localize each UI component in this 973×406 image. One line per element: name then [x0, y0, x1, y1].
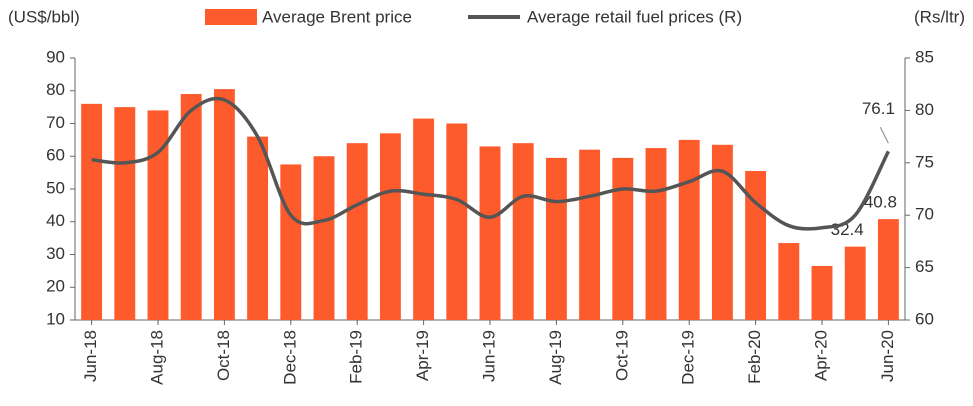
label-leader — [879, 127, 889, 144]
bar — [247, 136, 269, 320]
bar — [280, 164, 302, 320]
y2-tick-label: 85 — [915, 47, 934, 66]
y-tick-label: 90 — [46, 47, 65, 66]
y2-tick-label: 75 — [915, 152, 934, 171]
bar — [512, 143, 534, 320]
bar — [413, 118, 435, 321]
bar — [612, 157, 634, 320]
bar — [844, 246, 866, 320]
x-tick-label: Feb-20 — [745, 330, 764, 384]
bar — [379, 133, 401, 320]
y2-tick-label: 65 — [915, 257, 934, 276]
data-label: 40.8 — [864, 193, 897, 212]
y2-tick-label: 60 — [915, 309, 934, 328]
x-tick-label: Aug-18 — [147, 330, 166, 385]
x-tick-label: Oct-18 — [214, 330, 233, 381]
bar — [114, 107, 136, 320]
y-tick-label: 10 — [46, 309, 65, 328]
legend-label: Average retail fuel prices (R) — [527, 7, 742, 26]
bar — [213, 89, 235, 320]
bar — [446, 123, 468, 320]
x-tick-label: Jun-19 — [479, 330, 498, 382]
x-tick-label: Apr-19 — [413, 330, 432, 381]
bar — [711, 144, 733, 320]
x-tick-label: Aug-19 — [546, 330, 565, 385]
data-label: 76.1 — [862, 99, 895, 118]
y-tick-label: 70 — [46, 113, 65, 132]
bar — [877, 219, 899, 320]
y-tick-label: 60 — [46, 146, 65, 165]
x-tick-label: Jun-20 — [878, 330, 897, 382]
legend-label: Average Brent price — [262, 7, 412, 26]
bar — [313, 156, 335, 320]
x-tick-label: Feb-19 — [347, 330, 366, 384]
y-axis-title: (US$/bbl) — [8, 7, 80, 26]
y2-tick-label: 70 — [915, 205, 934, 224]
bar — [479, 146, 501, 320]
x-tick-label: Oct-19 — [612, 330, 631, 381]
y2-axis-title: (Rs/ltr) — [914, 7, 965, 26]
line — [91, 96, 890, 231]
y-tick-label: 80 — [46, 80, 65, 99]
y-tick-label: 20 — [46, 277, 65, 296]
bar — [678, 139, 700, 320]
bar — [81, 103, 103, 320]
x-tick-label: Jun-18 — [81, 330, 100, 382]
bar — [147, 110, 169, 321]
bar — [346, 143, 368, 320]
x-tick-label: Apr-20 — [811, 330, 830, 381]
x-tick-label: Dec-19 — [679, 330, 698, 385]
y2-tick-label: 80 — [915, 100, 934, 119]
bar — [778, 243, 800, 320]
bar — [645, 148, 667, 320]
y-tick-label: 30 — [46, 244, 65, 263]
bar — [180, 94, 202, 321]
x-tick-label: Dec-18 — [280, 330, 299, 385]
bar — [579, 149, 601, 320]
legend-swatch-bar — [205, 9, 257, 25]
y-tick-label: 40 — [46, 211, 65, 230]
bar — [811, 265, 833, 320]
bar — [545, 157, 567, 320]
y-tick-label: 50 — [46, 178, 65, 197]
